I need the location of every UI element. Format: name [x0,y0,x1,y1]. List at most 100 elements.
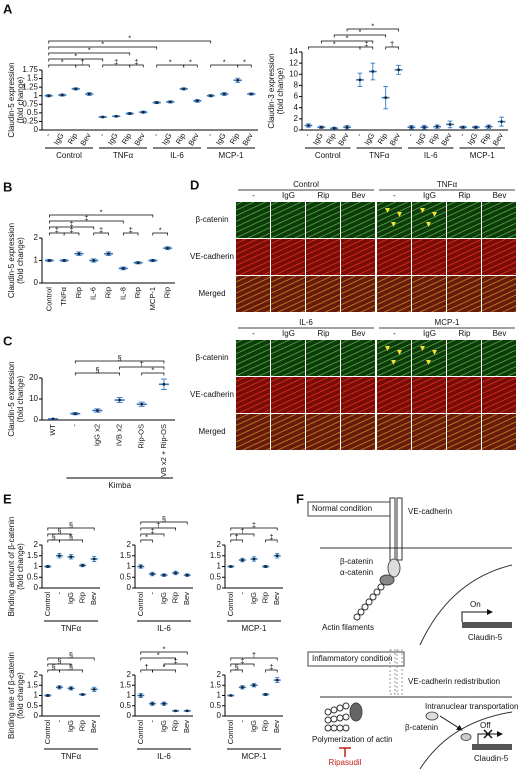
x-tick-label: Bev [78,131,92,147]
mean-dot [121,266,125,270]
ve-cadherin [389,649,396,695]
significance-label: * [128,33,131,42]
significance-bracket [49,214,154,218]
mean-dot [319,125,323,129]
mean-dot [114,114,118,118]
y-tick-label: 2 [34,233,39,242]
y-axis-label: Claudin-3 expression [267,53,276,128]
significance-bracket [59,669,83,673]
mean-dot [155,101,159,104]
y-tick-label: 2 [294,114,299,123]
significance-bracket [230,657,278,661]
x-tick-label: Rip [171,592,180,603]
beta-catenin [387,558,401,578]
significance-label: * [88,45,91,54]
y-tick-label: 0 [34,278,39,287]
column-label: IgG [282,329,295,338]
condition-label: IL-6 [299,318,313,327]
x-tick-label: IgG [160,131,174,146]
significance-bracket [47,539,60,543]
mean-dot [397,68,400,72]
x-tick-label: Rip [74,287,83,298]
significance-bracket [308,46,361,50]
y-axis-label: (fold change) [276,67,285,114]
significance-label: * [101,39,104,48]
group-label: TNFα [61,752,82,761]
x-tick-label: Rip [324,131,337,145]
mean-dot [307,124,310,127]
y-axis-label: (fold change) [16,76,25,123]
significance-label: ‡ [69,225,73,234]
x-tick-label: Bev [272,592,281,605]
mean-dot [107,252,110,256]
significance-bracket [49,232,65,236]
micrograph [482,239,516,275]
block-mark [483,729,493,739]
significance-bracket [48,52,131,56]
y-tick-label: 2 [217,540,222,549]
y-tick-label: 0 [294,125,299,134]
significance-bracket [230,663,255,667]
condition-box [307,651,405,667]
x-tick-label: Bev [388,131,402,147]
micrograph [482,202,516,238]
diagram-label: Actin filaments [322,623,374,632]
significance-bracket [141,372,165,376]
significance-bracket [48,46,158,50]
significance-bracket [230,533,255,537]
mean-dot [69,555,73,559]
micrograph [236,202,270,238]
ve-cadherin [396,497,403,561]
y-axis-label: Binding amount of β-catenin [7,517,16,617]
micrograph [447,414,481,450]
significance-label: * [163,644,166,653]
significance-label: * [243,57,246,66]
panel-label: D [190,177,199,192]
micrograph [412,276,446,312]
mean-dot [162,573,166,577]
x-tick-label: IgG [465,131,479,146]
x-tick-label: - [406,131,415,138]
diagram-label: VE-cadherin [408,507,452,516]
significance-bracket [152,232,168,236]
x-tick-label: Control [43,592,52,617]
y-axis-label: (fold change) [16,237,25,284]
x-tick-label: Rip [479,131,492,145]
mean-dot [166,246,170,250]
diagram-label: On [470,600,481,609]
micrograph [447,340,481,376]
micrograph [412,340,446,376]
mean-dot [174,571,178,575]
y-axis-label: Claudin-5 expression [7,62,16,137]
x-tick-label: - [43,131,52,138]
x-tick-label: - [147,592,156,595]
mean-dot [151,259,155,262]
significance-bracket [47,533,72,537]
significance-bracket [385,46,399,50]
group-label: MCP-1 [470,151,495,160]
arrowhead [397,212,402,217]
significance-label: * [159,225,162,234]
x-tick-label: - [54,592,63,595]
x-tick-label: Rip [261,592,270,603]
mean-dot [275,678,279,682]
arrow [477,731,503,744]
x-tick-label: IgG [414,131,428,146]
significance-label: § [162,514,166,523]
significance-label: ‡ [364,39,368,48]
group-label: IL-6 [157,624,171,633]
mean-dot [249,92,253,96]
significance-label: * [100,207,103,216]
x-tick-label: Rip [427,131,440,145]
arrowhead [391,360,396,365]
micrograph [236,239,270,275]
condition-label: Control [293,180,319,189]
mean-dot [118,398,121,402]
significance-label: * [189,57,192,66]
x-tick-label: Rip [103,287,112,298]
y-tick-label: 4 [294,103,299,112]
significance-label: * [371,21,374,30]
x-tick-label: Bev [336,131,350,147]
y-tick-label: 0.75 [22,99,38,108]
x-tick-label: Rip [228,131,241,145]
